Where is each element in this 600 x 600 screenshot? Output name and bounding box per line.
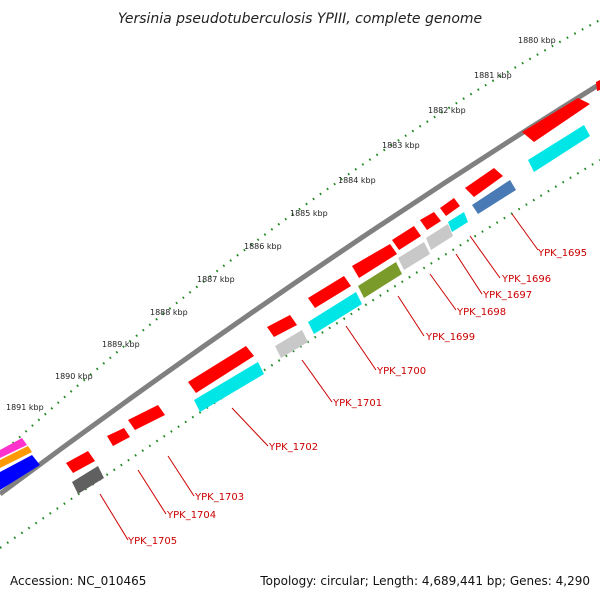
reverse-gene[interactable] — [358, 262, 402, 298]
reverse-gene[interactable] — [398, 242, 430, 270]
kbp-tick: 1888 kbp — [150, 308, 188, 317]
gene-label[interactable]: YPK_1705 — [127, 536, 177, 547]
gene-label[interactable]: YPK_1704 — [166, 510, 216, 521]
forward-gene[interactable] — [188, 346, 254, 393]
forward-gene[interactable] — [267, 315, 297, 337]
forward-gene[interactable] — [392, 226, 421, 250]
edge-feature[interactable] — [0, 455, 40, 490]
forward-gene[interactable] — [420, 212, 441, 230]
edge-feature[interactable] — [596, 80, 600, 91]
reverse-gene[interactable] — [72, 466, 104, 494]
forward-gene[interactable] — [107, 428, 130, 446]
reverse-gene[interactable] — [426, 224, 453, 250]
genome-summary-text: Topology: circular; Length: 4,689,441 bp… — [259, 574, 590, 588]
forward-gene[interactable] — [465, 168, 503, 197]
reverse-gene[interactable] — [194, 362, 264, 412]
gene-label[interactable]: YPK_1699 — [425, 332, 475, 343]
edge-feature[interactable] — [0, 438, 27, 458]
reverse-gene[interactable] — [472, 180, 516, 214]
forward-strand-genes — [66, 98, 590, 473]
gene-label[interactable]: YPK_1703 — [194, 492, 244, 503]
gene-label[interactable]: YPK_1701 — [332, 398, 382, 409]
kbp-tick: 1889 kbp — [102, 340, 140, 349]
kbp-tick: 1890 kbp — [55, 372, 93, 381]
kbp-tick: 1886 kbp — [244, 242, 282, 251]
reverse-gene[interactable] — [448, 212, 468, 232]
gene-label[interactable]: YPK_1700 — [376, 366, 426, 377]
kbp-tick: 1891 kbp — [6, 403, 44, 412]
gene-label-leaders — [99, 213, 539, 541]
gene-label[interactable]: YPK_1698 — [456, 307, 506, 318]
forward-gene[interactable] — [308, 276, 351, 308]
gene-label[interactable]: YPK_1702 — [268, 442, 318, 453]
kbp-tick: 1887 kbp — [197, 275, 235, 284]
reverse-strand-genes — [72, 125, 590, 494]
gene-labels: YPK_1695 YPK_1696 YPK_1697 YPK_1698 YPK_… — [127, 248, 587, 547]
inner-coordinate-ring — [0, 159, 600, 549]
reverse-gene[interactable] — [528, 125, 590, 172]
map-title: Yersinia pseudotuberculosis YPIII, compl… — [118, 11, 482, 27]
kbp-tick-labels: 1880 kbp 1881 kbp 1882 kbp 1883 kbp 1884… — [6, 36, 556, 412]
gene-label[interactable]: YPK_1697 — [482, 290, 532, 301]
kbp-tick: 1880 kbp — [518, 36, 556, 45]
gene-label[interactable]: YPK_1696 — [501, 274, 551, 285]
edge-feature[interactable] — [0, 446, 32, 468]
genome-backbone — [0, 81, 600, 497]
kbp-tick: 1881 kbp — [474, 71, 512, 80]
outer-coordinate-ring — [0, 19, 600, 456]
left-edge-features — [0, 438, 40, 490]
forward-gene[interactable] — [522, 98, 590, 142]
forward-gene[interactable] — [352, 244, 397, 278]
kbp-tick: 1885 kbp — [290, 209, 328, 218]
forward-gene[interactable] — [66, 451, 95, 473]
reverse-gene[interactable] — [275, 330, 308, 358]
reverse-gene[interactable] — [308, 292, 362, 334]
kbp-tick: 1883 kbp — [382, 141, 420, 150]
kbp-tick: 1882 kbp — [428, 106, 466, 115]
forward-gene[interactable] — [440, 198, 460, 216]
accession-text: Accession: NC_010465 — [10, 574, 146, 588]
kbp-tick: 1884 kbp — [338, 176, 376, 185]
forward-gene[interactable] — [128, 405, 165, 430]
gene-label[interactable]: YPK_1695 — [537, 248, 587, 259]
